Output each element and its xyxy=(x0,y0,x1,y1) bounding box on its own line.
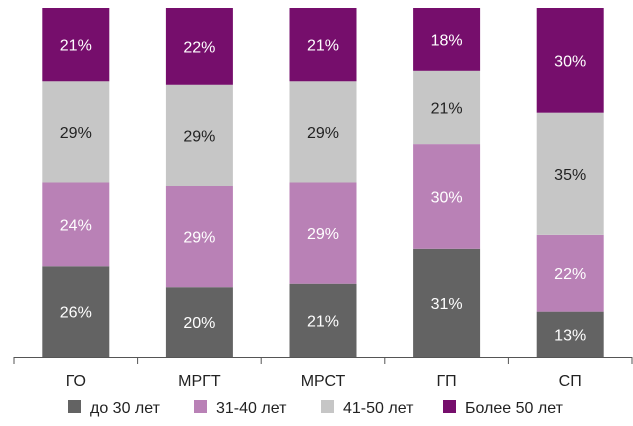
bar-segment xyxy=(413,70,481,145)
bar-segment xyxy=(42,8,110,82)
data-label: 21% xyxy=(307,38,339,55)
bar-segment xyxy=(42,81,110,183)
legend-swatch xyxy=(194,400,207,413)
legend-label: до 30 лет xyxy=(90,400,161,417)
bar-segment xyxy=(536,234,604,312)
data-label: 35% xyxy=(554,167,586,184)
bar-segment xyxy=(165,185,233,288)
x-tick-label: ГО xyxy=(66,373,86,390)
bar-segment xyxy=(289,81,357,183)
x-tick-label: ГП xyxy=(437,373,457,390)
bar-segment xyxy=(413,8,481,71)
data-label: 30% xyxy=(554,53,586,70)
data-labels-layer: 26% 24% 29% 21% 20% 29% 29% 22% 21% 29% 29% 21% 31% 3… xyxy=(60,32,586,344)
data-label: 21% xyxy=(431,100,463,117)
bar-segment xyxy=(165,8,233,85)
data-label: 29% xyxy=(307,125,339,142)
legend: до 30 лет 31-40 лет 41-50 лет Более 50 лет xyxy=(68,400,564,417)
legend-swatch xyxy=(443,400,456,413)
data-label: 31% xyxy=(431,296,463,313)
legend-label: 31-40 лет xyxy=(216,400,287,417)
bar-segment xyxy=(536,8,604,113)
data-label: 29% xyxy=(183,128,215,145)
bar-segment xyxy=(165,287,233,357)
bar-segment xyxy=(42,182,110,267)
bar-segment xyxy=(289,283,357,357)
bar-segment xyxy=(42,266,110,357)
data-label: 20% xyxy=(183,315,215,332)
bar-segment xyxy=(413,144,481,249)
legend-label: Более 50 лет xyxy=(465,400,564,417)
bar-segment xyxy=(289,8,357,82)
x-axis: ГО МРГТ МРСТ ГП СП xyxy=(13,357,633,390)
x-tick-label: МРГТ xyxy=(178,373,221,390)
data-label: 29% xyxy=(60,125,92,142)
data-label: 21% xyxy=(307,313,339,330)
legend-label: 41-50 лет xyxy=(343,400,414,417)
x-tick-label: СП xyxy=(559,373,582,390)
data-label: 29% xyxy=(307,226,339,243)
data-label: 22% xyxy=(183,39,215,56)
bar-segment xyxy=(413,248,481,357)
data-label: 24% xyxy=(60,217,92,234)
data-label: 13% xyxy=(554,327,586,344)
bar-segment xyxy=(289,182,357,284)
data-label: 18% xyxy=(431,32,463,49)
data-label: 22% xyxy=(554,266,586,283)
data-label: 21% xyxy=(60,38,92,55)
legend-swatch xyxy=(321,400,334,413)
data-label: 29% xyxy=(183,230,215,247)
data-label: 26% xyxy=(60,305,92,322)
bars-layer xyxy=(42,8,604,357)
bar-segment xyxy=(165,84,233,186)
legend-swatch xyxy=(68,400,81,413)
x-tick-label: МРСТ xyxy=(301,373,346,390)
bar-segment xyxy=(536,311,604,357)
data-label: 30% xyxy=(431,189,463,206)
bar-segment xyxy=(536,112,604,235)
